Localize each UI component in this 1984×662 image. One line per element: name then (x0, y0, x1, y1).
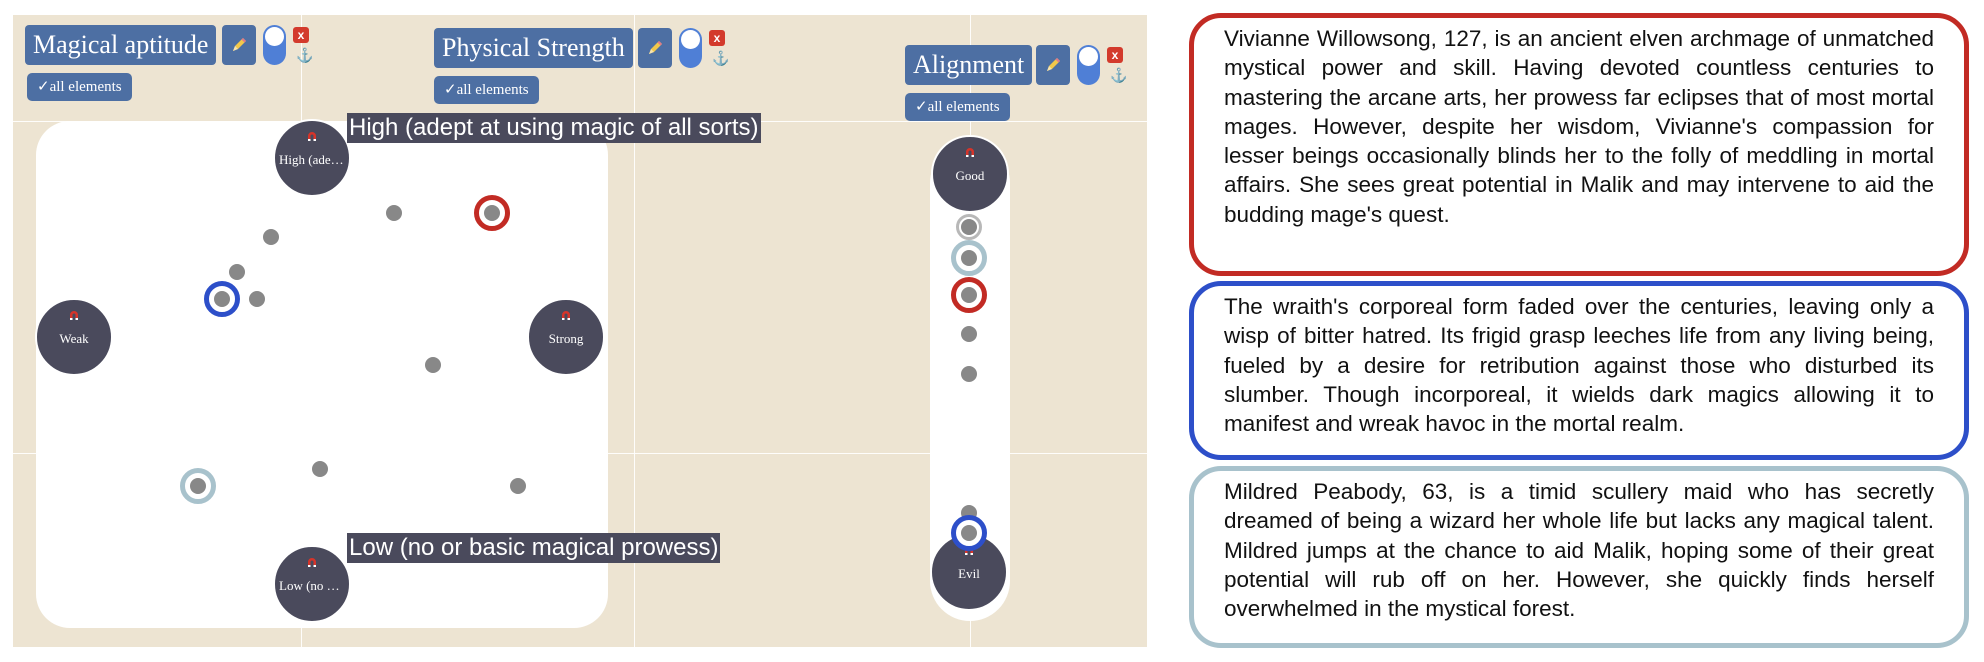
anchor-hook-icon[interactable]: ⚓ (712, 50, 730, 66)
character-point[interactable] (961, 366, 977, 382)
magnet-icon (308, 132, 316, 141)
physical-strength-title-button[interactable]: Physical Strength (434, 28, 633, 68)
node-label: Weak (59, 331, 89, 346)
strength-weak-node[interactable]: Weak (35, 298, 113, 376)
mildred-marker[interactable] (951, 240, 987, 276)
magic-low-tooltip: Low (no or basic magical prowess) (347, 533, 721, 563)
alignment-title-button[interactable]: Alignment (905, 45, 1033, 85)
close-icon[interactable]: x (1107, 47, 1123, 63)
card-text: Vivianne Willowsong, 127, is an ancient … (1224, 26, 1934, 227)
visibility-toggle[interactable] (679, 28, 702, 68)
magic-low-node[interactable]: Low (no or... (273, 545, 351, 623)
magical-aptitude-title-button[interactable]: Magical aptitude (25, 25, 217, 65)
magic-high-node[interactable]: High (adep... (273, 119, 351, 197)
magnet-icon (70, 311, 78, 320)
vivianne-card[interactable]: Vivianne Willowsong, 127, is an ancient … (1189, 13, 1969, 276)
magnet-icon (562, 311, 570, 320)
card-text: The wraith's corporeal form faded over t… (1224, 294, 1934, 437)
wraith-card[interactable]: The wraith's corporeal form faded over t… (1189, 281, 1969, 460)
node-label: Strong (548, 331, 584, 346)
edit-button[interactable] (222, 25, 256, 65)
pencil-icon (649, 41, 662, 54)
anchor-hook-icon[interactable]: ⚓ (1110, 67, 1128, 83)
character-point[interactable] (312, 461, 328, 477)
node-label: High (adep... (279, 152, 347, 167)
character-point[interactable] (961, 326, 977, 342)
all-elements-button[interactable]: ✓all elements (905, 93, 1010, 121)
edit-button[interactable] (1036, 45, 1070, 85)
character-point[interactable] (956, 214, 982, 240)
vivianne-marker[interactable] (474, 195, 510, 231)
wraith-marker[interactable] (951, 515, 987, 551)
character-point[interactable] (229, 264, 245, 280)
character-point[interactable] (386, 205, 402, 221)
alignment-good-node[interactable]: Good (931, 135, 1009, 213)
card-text: Mildred Peabody, 63, is a timid scullery… (1224, 479, 1934, 622)
pencil-icon (233, 38, 246, 51)
strength-strong-node[interactable]: Strong (527, 298, 605, 376)
grid-line (634, 15, 635, 647)
pencil-icon (1047, 58, 1060, 71)
all-elements-button[interactable]: ✓all elements (27, 73, 132, 101)
close-icon[interactable]: x (709, 30, 725, 46)
character-point[interactable] (249, 291, 265, 307)
magnet-icon (308, 558, 316, 567)
magic-high-tooltip: High (adept at using magic of all sorts) (347, 113, 761, 143)
node-label: Good (955, 168, 985, 183)
node-label: Evil (958, 566, 980, 581)
character-point[interactable] (510, 478, 526, 494)
attribute-board: Magical aptitude x ⚓ ✓all elements Physi… (13, 15, 1147, 647)
anchor-hook-icon[interactable]: ⚓ (296, 47, 314, 63)
character-point[interactable] (425, 357, 441, 373)
character-point[interactable] (263, 229, 279, 245)
mildred-card[interactable]: Mildred Peabody, 63, is a timid scullery… (1189, 466, 1969, 648)
mildred-marker[interactable] (180, 468, 216, 504)
edit-button[interactable] (638, 28, 672, 68)
visibility-toggle[interactable] (263, 25, 286, 65)
close-icon[interactable]: x (293, 27, 309, 43)
wraith-marker[interactable] (204, 281, 240, 317)
all-elements-button[interactable]: ✓all elements (434, 76, 539, 104)
magnet-icon (966, 148, 974, 157)
node-label: Low (no or... (279, 578, 347, 593)
vivianne-marker[interactable] (951, 277, 987, 313)
visibility-toggle[interactable] (1077, 45, 1100, 85)
